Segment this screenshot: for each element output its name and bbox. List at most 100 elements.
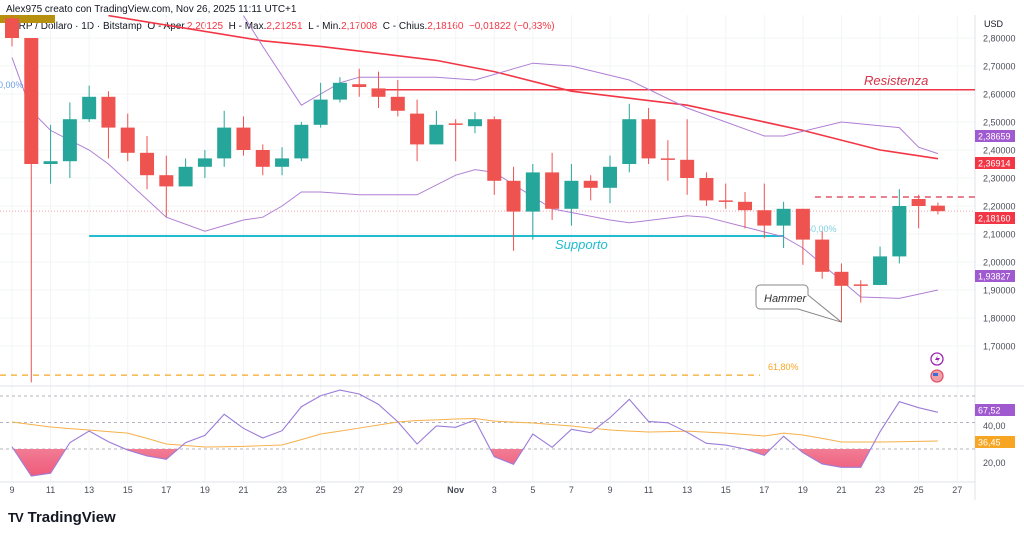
candle-2025-11-24[interactable] <box>892 189 907 264</box>
candle-2025-11-22[interactable] <box>853 280 868 303</box>
candle-2025-11-13[interactable] <box>680 119 695 195</box>
candle-2025-11-08[interactable] <box>583 175 598 201</box>
candle-body <box>275 158 290 167</box>
candle-2025-11-17[interactable] <box>757 183 772 239</box>
candle-2025-11-19[interactable] <box>795 208 810 265</box>
candle-2025-11-10[interactable] <box>622 103 637 173</box>
price-pane[interactable]: 0,00% 61,80% Resistenza Supporto 50,00% Hamme… <box>0 10 975 383</box>
candle-2025-10-09[interactable] <box>5 10 19 47</box>
candle-body <box>448 123 463 125</box>
price-chart[interactable]: 0,00% 61,80% Resistenza Supporto 50,00% Hamme… <box>0 0 1024 505</box>
time-tick-label: 25 <box>316 485 326 495</box>
candle-body <box>930 205 945 212</box>
high-value: 2,21251 <box>266 21 303 32</box>
time-tick-label: 9 <box>607 485 612 495</box>
rsi-ma-value-tag: 36,45 <box>975 436 1015 448</box>
candle-2025-10-25[interactable] <box>313 82 328 128</box>
candle-2025-10-29[interactable] <box>390 80 405 117</box>
candle-2025-11-12[interactable] <box>660 140 675 181</box>
tradingview-logo[interactable]: TV TradingView <box>8 509 116 526</box>
bollinger-lower-price-tag: 1,93827 <box>975 270 1015 282</box>
candle-2025-10-24[interactable] <box>294 122 309 162</box>
rsi-ma-value-tag-bg <box>975 436 1015 448</box>
candle-body <box>43 161 58 164</box>
candle-2025-11-02[interactable] <box>467 112 482 134</box>
rsi-line <box>11 389 939 477</box>
candle-2025-11-26[interactable] <box>930 202 945 215</box>
candle-body <box>545 172 560 209</box>
rsi-value-tag-bg <box>975 404 1015 416</box>
candle-2025-11-11[interactable] <box>641 108 656 164</box>
candle-2025-11-23[interactable] <box>873 246 888 285</box>
bollinger-upper-price-tag-bg <box>975 130 1015 142</box>
candle-2025-11-16[interactable] <box>738 192 753 229</box>
candle-2025-10-19[interactable] <box>197 150 212 178</box>
rsi-ma-value-tag-text: 36,45 <box>978 438 1001 448</box>
time-tick-label: 21 <box>836 485 846 495</box>
candle-body <box>873 256 888 285</box>
candle-2025-10-13[interactable] <box>82 85 97 122</box>
price-axis[interactable]: USD 1,70000 1,80000 1,90000 2,00000 2,10000 2,… <box>975 19 1016 448</box>
candle-2025-10-23[interactable] <box>275 147 290 176</box>
candle-2025-11-15[interactable] <box>718 183 733 209</box>
time-tick-label: 11 <box>46 485 55 495</box>
candle-2025-11-18[interactable] <box>776 201 791 248</box>
candle-2025-11-06[interactable] <box>545 152 560 220</box>
last-price-tag: 2,18160 <box>975 212 1015 224</box>
candle-2025-11-09[interactable] <box>602 155 617 204</box>
candle-2025-11-07[interactable] <box>564 164 579 226</box>
candle-2025-10-18[interactable] <box>178 158 193 187</box>
candle-2025-10-31[interactable] <box>429 110 444 145</box>
candle-2025-10-27[interactable] <box>352 68 367 97</box>
candle-2025-11-05[interactable] <box>525 164 540 240</box>
candle-2025-10-15[interactable] <box>120 113 135 162</box>
candle-2025-11-25[interactable] <box>911 194 926 229</box>
lightning-icon[interactable] <box>930 352 944 366</box>
candle-2025-10-28[interactable] <box>371 71 386 108</box>
rsi-value-tag: 67,52 <box>975 404 1015 416</box>
candle-2025-11-04[interactable] <box>506 166 521 251</box>
price-tick-label: 2,70000 <box>983 62 1016 72</box>
candle-2025-10-11[interactable] <box>43 124 58 184</box>
rsi-pane[interactable] <box>0 389 975 477</box>
candle-body <box>583 180 598 188</box>
price-tick-label: 2,60000 <box>983 90 1016 100</box>
price-tick-label: 2,50000 <box>983 118 1016 128</box>
price-tick-label: 1,90000 <box>983 286 1016 296</box>
candle-body <box>255 150 270 167</box>
candle-2025-11-03[interactable] <box>487 116 502 195</box>
candle-2025-10-22[interactable] <box>255 144 270 176</box>
price-tick-label: 2,10000 <box>983 230 1016 240</box>
candle-2025-10-30[interactable] <box>410 99 425 162</box>
candle-2025-10-14[interactable] <box>101 91 116 159</box>
open-label: O - Aper. <box>147 21 187 32</box>
time-tick-label: 29 <box>393 485 403 495</box>
symbol-name: XRP / Dollaro · 1D · Bitstamp <box>12 21 142 32</box>
candle-2025-11-20[interactable] <box>815 231 830 279</box>
candle-2025-11-01[interactable] <box>448 119 463 162</box>
fib-label-highlight <box>0 15 55 23</box>
candle-2025-10-20[interactable] <box>217 110 232 167</box>
flag-icon-canton <box>933 373 938 376</box>
candle-2025-11-21[interactable] <box>834 263 849 323</box>
candle-body <box>101 96 116 128</box>
lightning-icon-glyph <box>935 355 940 364</box>
candle-2025-10-26[interactable] <box>332 77 347 103</box>
bollinger-upper-price-tag-text: 2,38659 <box>978 132 1011 142</box>
candle-body <box>313 99 328 125</box>
time-axis[interactable]: 9 11 13 15 17 19 21 23 25 27 29 Nov 3 5 7 9 11 13 15 17 19 21… <box>9 485 962 495</box>
resistance-label: Resistenza <box>864 73 928 88</box>
rsi-oversold-fill <box>12 449 938 477</box>
bollinger-lower-line <box>11 57 939 299</box>
candle-2025-10-17[interactable] <box>159 155 174 218</box>
candle-2025-10-12[interactable] <box>62 102 77 178</box>
high-label: H - Max. <box>228 21 267 32</box>
candle-2025-11-14[interactable] <box>699 172 714 206</box>
candle-body <box>120 127 135 153</box>
candle-2025-10-16[interactable] <box>140 136 155 190</box>
us-flag-icon[interactable] <box>930 369 944 383</box>
bollinger-upper-price-tag: 2,38659 <box>975 130 1015 142</box>
candle-2025-10-21[interactable] <box>236 116 251 156</box>
candle-2025-10-10[interactable] <box>24 38 39 383</box>
hammer-callout-box[interactable] <box>755 284 842 323</box>
